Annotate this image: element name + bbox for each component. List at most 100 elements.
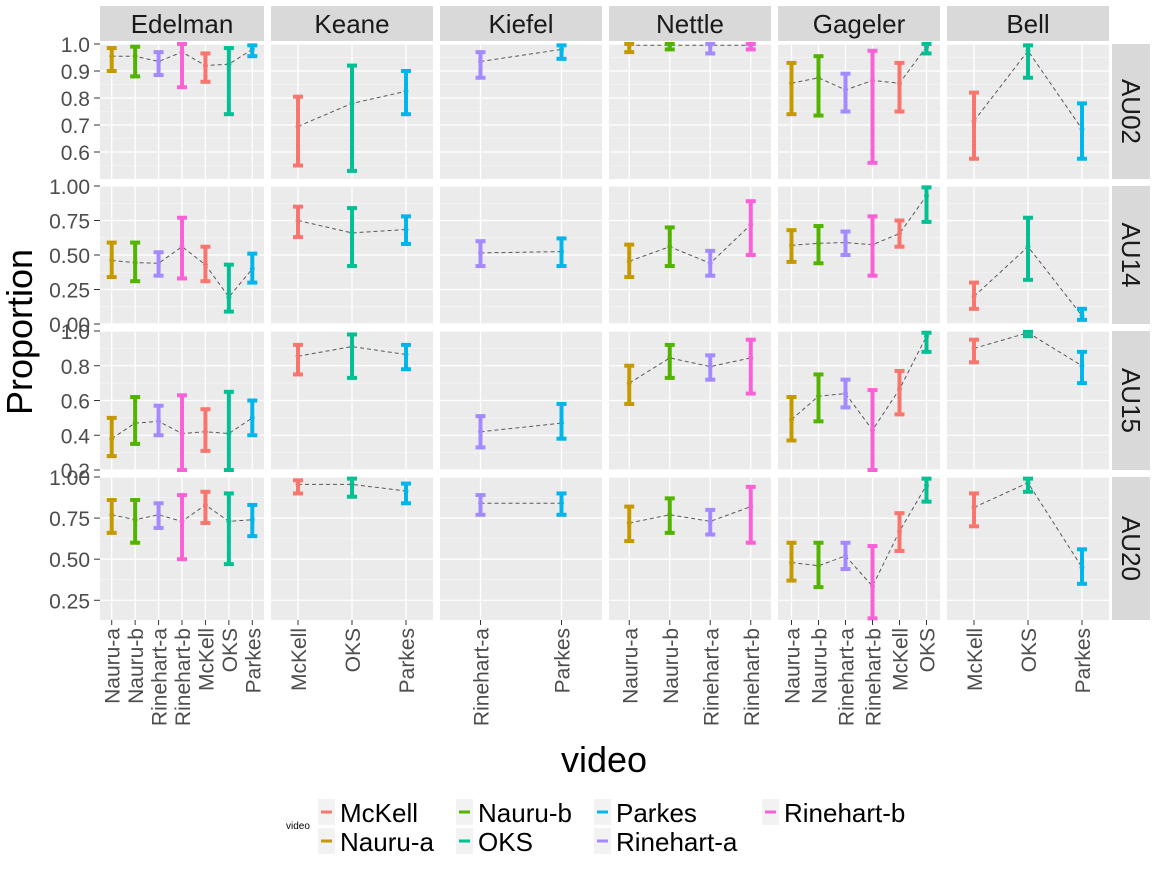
x-tick-label: OKS <box>1018 628 1041 672</box>
panel-au15-bell <box>947 329 1109 471</box>
errorbar-oks <box>1023 329 1033 339</box>
x-tick-label: Parkes <box>396 628 419 693</box>
errorbar-parkes <box>401 69 411 117</box>
x-tick-label: Rinehart-a <box>149 628 172 726</box>
x-tick-label: Rinehart-a <box>700 628 723 726</box>
row-strip-au14 <box>1112 186 1150 324</box>
errorbar-parkes <box>556 236 567 269</box>
panel-au20-keane <box>271 476 433 620</box>
x-tick-label: OKS <box>342 628 365 672</box>
panel-au20-nettle <box>609 476 771 620</box>
errorbar-nauru-b <box>130 240 141 284</box>
errorbar-nauru-b <box>664 225 675 269</box>
data-point <box>349 100 355 106</box>
data-point <box>1079 313 1085 319</box>
data-point <box>156 59 162 65</box>
data-point <box>295 353 301 359</box>
data-point <box>478 500 483 506</box>
errorbar-mckell <box>200 407 211 453</box>
errorbar-nauru-a <box>786 228 797 264</box>
errorbar-nauru-b <box>130 395 141 446</box>
data-point <box>789 417 794 423</box>
x-tick-label: Parkes <box>1072 628 1095 693</box>
data-point <box>667 244 673 250</box>
panel-au14-keane <box>271 185 433 325</box>
panel-au15-gageler <box>778 330 940 472</box>
data-point <box>667 355 673 361</box>
data-point <box>748 42 754 48</box>
data-point <box>109 53 115 59</box>
panel-au02-edelman <box>100 42 264 179</box>
facet-strip-label: Keane <box>314 9 389 39</box>
x-tick-label: OKS <box>219 628 242 672</box>
panel-background <box>609 477 771 620</box>
panels-layer <box>100 42 1109 621</box>
row-strip-label: AU15 <box>1116 368 1146 433</box>
errorbar-mckell <box>969 90 979 161</box>
data-point <box>179 431 185 437</box>
panel-au14-bell <box>947 185 1109 325</box>
data-point <box>1025 244 1031 250</box>
panel-au02-kiefel <box>440 43 602 179</box>
x-tick-label: OKS <box>917 628 940 672</box>
data-point <box>748 504 754 510</box>
y-tick-label: 0.75 <box>49 508 90 531</box>
errorbar-oks <box>223 389 234 472</box>
data-point <box>707 518 713 524</box>
errorbar-rinehart-b <box>867 48 878 165</box>
panel-au20-edelman <box>100 476 264 620</box>
data-point <box>349 481 355 487</box>
data-point <box>226 518 232 524</box>
panel-au14-gageler <box>778 185 940 325</box>
y-tick-label: 0.25 <box>49 280 90 303</box>
data-point <box>816 393 821 399</box>
data-point <box>156 512 162 518</box>
errorbar-mckell <box>969 337 979 365</box>
errorbar-parkes <box>401 481 411 506</box>
errorbar-rinehart-a <box>705 42 716 56</box>
errorbar-parkes <box>247 502 258 539</box>
errorbar-rinehart-b <box>867 214 878 278</box>
x-tick-label: Rinehart-a <box>471 628 494 726</box>
data-point <box>132 420 138 426</box>
data-point <box>971 504 977 510</box>
errorbar-oks <box>921 476 932 504</box>
legend-title: video <box>286 821 310 832</box>
errorbar-mckell <box>200 51 211 84</box>
errorbar-rinehart-b <box>177 42 187 90</box>
errorbar-rinehart-a <box>840 540 851 572</box>
x-tick-label: Nauru-b <box>125 628 148 704</box>
x-tick-label: McKell <box>964 628 987 691</box>
errorbar-mckell <box>969 491 979 529</box>
errorbar-rinehart-b <box>867 388 878 472</box>
errorbar-nauru-b <box>664 342 675 380</box>
data-point <box>202 429 208 435</box>
panel-au20-gageler <box>778 476 940 621</box>
errorbar-mckell <box>200 244 211 284</box>
data-point <box>707 42 713 48</box>
errorbar-oks <box>223 46 234 117</box>
legend-label: Parkes <box>616 798 697 828</box>
data-point <box>1025 48 1031 54</box>
panel-au20-bell <box>947 476 1109 620</box>
errorbar-nauru-a <box>106 498 117 535</box>
errorbar-rinehart-a <box>153 250 164 278</box>
data-point <box>816 240 821 246</box>
connecting-line <box>791 484 927 588</box>
data-point <box>249 517 255 523</box>
data-point <box>109 436 115 442</box>
errorbar-nauru-a <box>786 60 797 117</box>
errorbar-rinehart-b <box>745 199 756 257</box>
legend-item-nauru-a: Nauru-a <box>318 827 434 857</box>
data-point <box>349 344 355 350</box>
data-point <box>1079 126 1085 132</box>
errorbar-mckell <box>293 342 303 377</box>
facet-strip-nettle <box>609 6 771 41</box>
panel-au20-kiefel <box>440 476 602 620</box>
errorbar-mckell <box>200 489 211 526</box>
errorbar-nauru-b <box>813 54 824 118</box>
data-point <box>971 345 977 351</box>
data-point <box>226 294 232 300</box>
data-point <box>924 333 929 339</box>
data-point <box>626 42 632 48</box>
